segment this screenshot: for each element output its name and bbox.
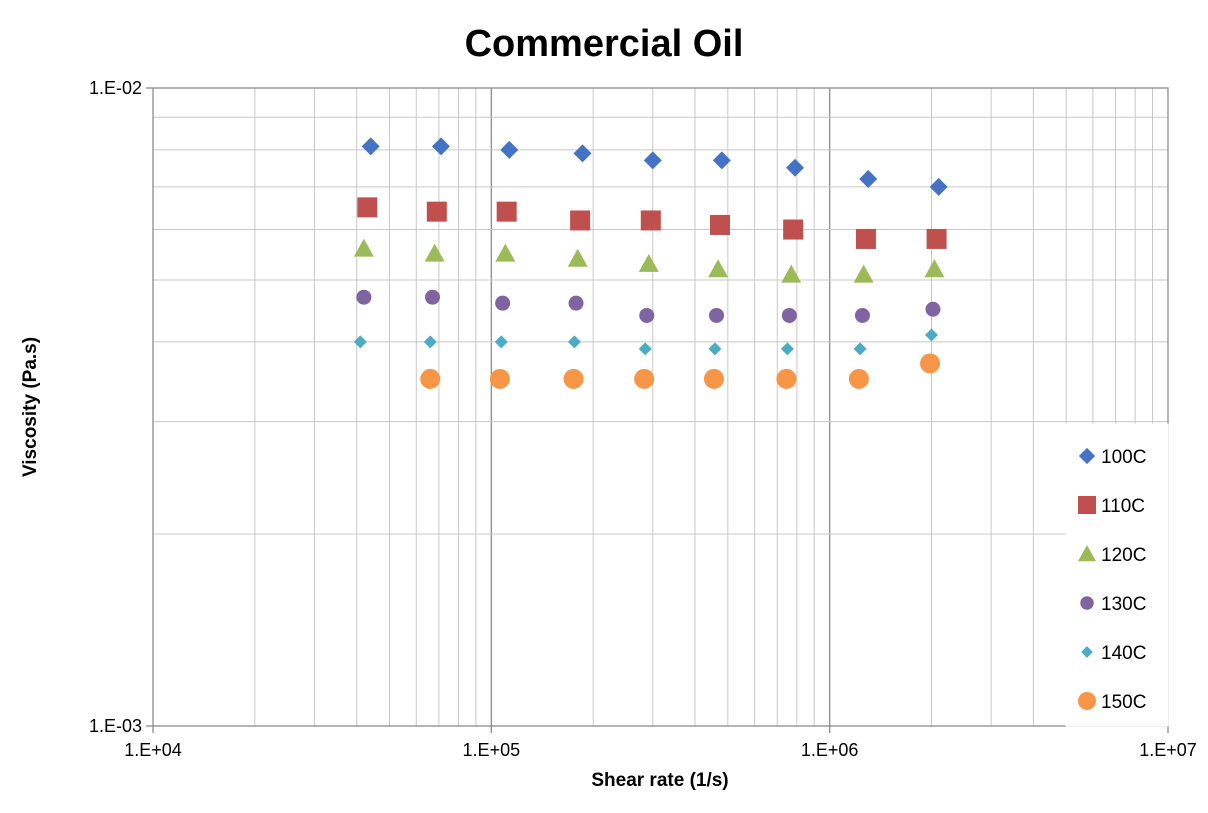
legend-label: 120C: [1101, 545, 1146, 566]
data-point: [854, 307, 870, 323]
legend-marker: [1078, 545, 1096, 562]
data-point: [424, 289, 440, 305]
legend-marker: [1078, 692, 1096, 710]
chart-title: Commercial Oil: [465, 23, 744, 65]
legend-label: 130C: [1101, 594, 1146, 615]
data-point: [925, 301, 941, 317]
data-point: [776, 368, 797, 389]
data-point: [361, 137, 380, 156]
data-point: [495, 295, 511, 311]
legend-label: 100C: [1101, 447, 1146, 468]
legend-label: 150C: [1101, 692, 1146, 713]
data-point: [848, 368, 869, 389]
data-point: [426, 201, 447, 222]
data-point: [920, 353, 941, 374]
data-point: [781, 264, 802, 283]
data-point: [567, 335, 581, 349]
data-point: [709, 214, 730, 235]
y-axis-title: Viscosity (Pa.s): [20, 337, 41, 477]
data-point: [853, 264, 874, 283]
data-point: [357, 197, 378, 218]
data-point: [786, 158, 805, 177]
data-point: [929, 177, 948, 196]
x-axis-title: Shear rate (1/s): [591, 770, 728, 791]
data-point: [855, 228, 876, 249]
data-point: [781, 307, 797, 323]
data-points: [353, 137, 948, 389]
data-point: [496, 201, 517, 222]
legend-label: 110C: [1101, 496, 1145, 517]
x-axis-ticks: 1.E+04 1.E+05 1.E+06 1.E+07: [124, 726, 1197, 760]
series-100C: [361, 137, 948, 196]
plot-area-border: [152, 87, 1169, 727]
data-point: [643, 151, 662, 170]
data-point: [703, 368, 724, 389]
data-point: [356, 289, 372, 305]
y-axis-ticks: 1.E-03 1.E-02: [89, 78, 153, 736]
legend-label: 140C: [1101, 643, 1146, 664]
data-point: [924, 259, 945, 278]
data-point: [563, 368, 584, 389]
legend: 100C 110C 120C 130C 140C 150C: [1065, 423, 1169, 727]
data-point: [709, 307, 725, 323]
data-point: [489, 368, 510, 389]
data-point: [926, 228, 947, 249]
series-140C: [353, 328, 939, 356]
data-point: [573, 144, 592, 163]
data-point: [424, 243, 445, 262]
data-point: [708, 342, 722, 356]
legend-marker: [1081, 646, 1093, 658]
data-point: [853, 342, 867, 356]
data-point: [568, 295, 584, 311]
data-point: [783, 219, 804, 240]
data-point: [638, 253, 659, 272]
data-point: [859, 170, 878, 189]
series-110C: [357, 197, 947, 249]
legend-marker: [1080, 596, 1094, 610]
legend-marker: [1078, 447, 1096, 465]
data-point: [567, 248, 588, 267]
series-120C: [353, 238, 945, 283]
data-point: [712, 151, 731, 170]
data-point: [640, 210, 661, 231]
data-point: [353, 335, 367, 349]
data-point: [500, 140, 519, 159]
x-tick-label: 1.E+06: [801, 740, 859, 760]
legend-box: [1065, 423, 1169, 727]
data-point: [570, 210, 591, 231]
legend-marker: [1078, 496, 1096, 514]
y-tick-label: 1.E-02: [89, 78, 142, 98]
series-130C: [356, 289, 941, 323]
series-150C: [420, 353, 941, 389]
data-point: [353, 238, 374, 257]
data-point: [634, 368, 655, 389]
x-tick-label: 1.E+05: [463, 740, 521, 760]
data-point: [420, 368, 441, 389]
data-point: [494, 335, 508, 349]
x-tick-label: 1.E+04: [124, 740, 182, 760]
grid: [153, 88, 1168, 726]
y-tick-label: 1.E-03: [89, 716, 142, 736]
data-point: [780, 342, 794, 356]
data-point: [495, 243, 516, 262]
x-tick-label: 1.E+07: [1139, 740, 1197, 760]
data-point: [432, 137, 451, 156]
data-point: [423, 335, 437, 349]
data-point: [638, 342, 652, 356]
data-point: [708, 259, 729, 278]
data-point: [925, 328, 939, 342]
data-point: [639, 307, 655, 323]
